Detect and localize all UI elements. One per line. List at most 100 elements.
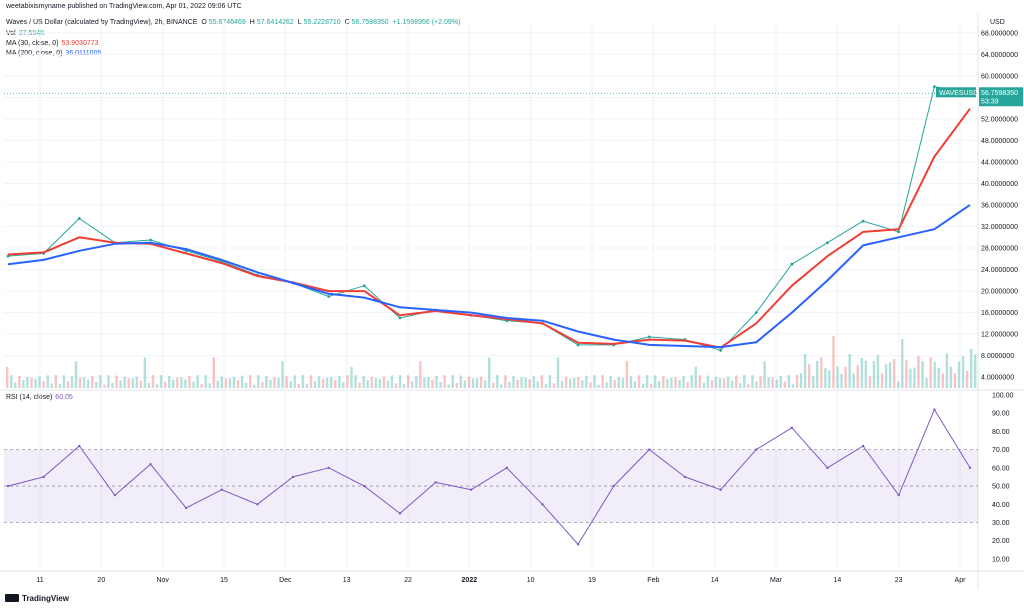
volume-bar [350,366,353,388]
rsi-point [576,543,580,546]
volume-bar [192,381,195,388]
volume-bar [253,384,256,388]
rsi-point [505,466,509,470]
rsi-legend: RSI (14, close) 60.05 [6,394,73,401]
volume-bar [463,380,467,388]
volume-bar [662,376,665,388]
volume-bar [390,375,394,388]
volume-bar [467,376,471,388]
rsi-point [184,506,188,510]
volume-bar [528,379,531,388]
volume-bar [767,377,770,388]
volume-bar [496,375,499,388]
ma200-value: 36.0111005 [65,50,102,57]
volume-bar [564,376,568,388]
volume-bar [508,381,511,388]
rsi-point [113,493,117,497]
volume-bar [925,377,928,388]
volume-bar [74,361,78,388]
volume-bar [232,376,236,388]
volume-bar [649,383,653,388]
volume-bar [706,375,710,388]
series-point [861,219,865,223]
volume-bar [78,377,82,388]
rsi-tick-label: 30.00 [992,520,1010,527]
volume-bar [637,375,641,388]
volume-bar [423,377,426,388]
volume-bar [613,379,616,388]
volume-bar [366,380,369,388]
volume-bar [325,377,329,388]
volume-bar [658,381,661,388]
rsi-point [968,466,972,469]
tradingview-logo[interactable]: TradingView [5,594,69,603]
volume-bar [66,381,70,388]
volume-bar [686,382,689,388]
volume-bar [864,360,868,388]
time-tick-label: 23 [895,577,903,584]
volume-bar [220,376,224,388]
volume-bar [670,377,673,388]
volume-bar [799,373,803,388]
publisher-caption: weetabixismyname published on TradingVie… [6,3,242,10]
volume-bar [54,375,58,388]
tradingview-brand: TradingView [22,594,69,603]
time-tick-label: Feb [647,577,659,584]
volume-bar [743,375,746,388]
volume-bar [544,384,548,388]
volume-bar [775,379,778,388]
volume-bar [240,375,244,388]
ma200-legend: MA (200, close, 0) 36.0111005 [6,50,101,57]
volume-bar [14,382,17,388]
volume-bar [95,382,98,388]
volume-bar [718,378,722,388]
volume-bar [702,382,706,388]
volume-bar [321,378,325,388]
symbol-tag-text: WAVESUSD [939,90,978,97]
volume-bar [735,375,738,388]
series-point [576,343,580,347]
series-line-ma200 [7,204,971,349]
volume-bar [297,383,301,388]
volume-bar [548,375,552,388]
volume-bar [698,375,701,388]
ma30-legend: MA (30, close, 0) 53.9030773 [6,40,99,47]
rsi-tick-label: 60.00 [992,465,1010,472]
volume-bar [447,384,450,388]
volume-bar [969,348,973,388]
close-value: 56.7598350 [351,19,389,26]
volume-bar [435,375,438,388]
volume-bar [10,375,13,388]
volume-bar [621,377,625,388]
volume-bar [540,375,544,388]
volume-bar [265,375,268,388]
price-tick-label: 8.0000000 [981,353,1014,360]
volume-bar [953,373,957,388]
rsi-point [683,475,687,479]
volume-bar [334,379,337,388]
price-tick-label: 60.0000000 [981,73,1018,80]
volume-bar [386,380,390,388]
rsi-value: 60.05 [55,394,73,401]
time-tick-label: 14 [833,577,841,584]
price-tick-label: 32.0000000 [981,224,1018,231]
price-tick-label: 28.0000000 [981,246,1018,253]
volume-bar [848,353,851,388]
volume-bar [730,380,734,388]
vol-value: 37.594K [18,30,45,37]
price-tick-label: 24.0000000 [981,267,1018,274]
volume-bar [504,375,507,388]
time-tick-label: 11 [36,577,43,584]
volume-bar [577,376,580,388]
symbol-tag-bg [936,87,976,98]
volume-bar [342,382,345,388]
time-tick-label: 14 [711,577,719,584]
volume-bar [929,357,932,388]
volume-bar [872,361,876,388]
volume-bar [354,375,357,388]
time-tick-label: 13 [343,577,351,584]
volume-bar [459,375,463,388]
rsi-point [78,444,81,448]
volume-bar [293,375,296,388]
